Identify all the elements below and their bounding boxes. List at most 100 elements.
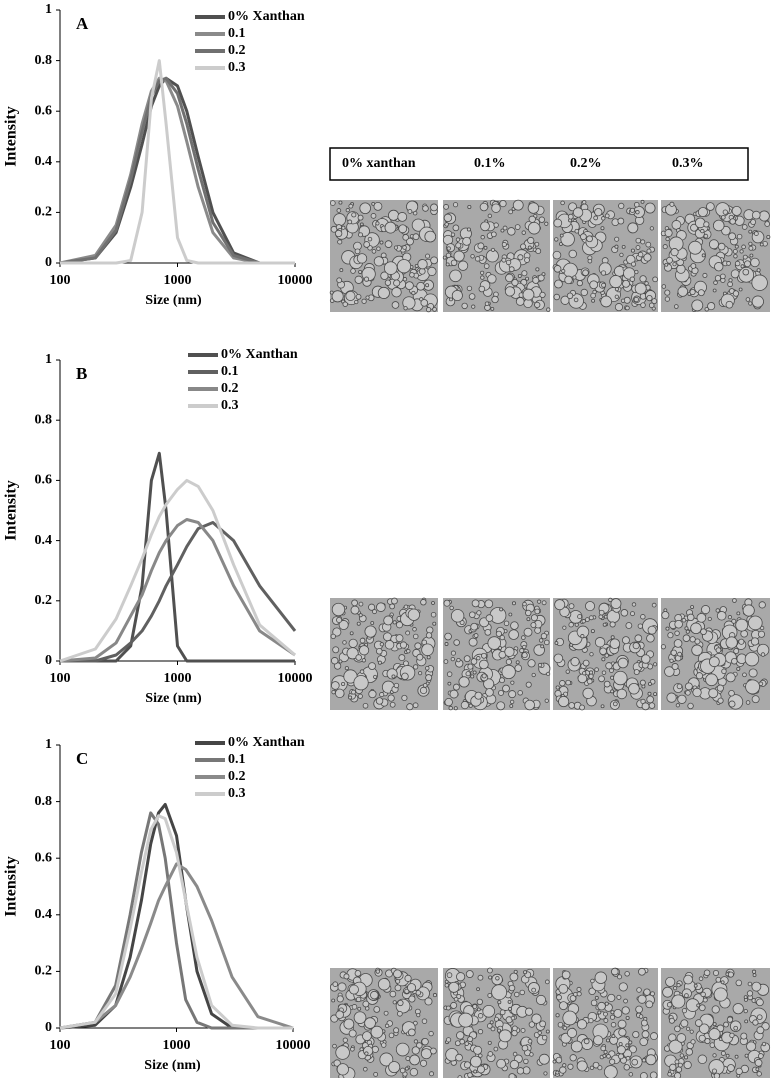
droplet <box>458 1012 474 1028</box>
droplet <box>708 239 719 250</box>
droplet <box>409 1068 419 1077</box>
droplet <box>631 602 637 607</box>
droplet <box>521 1044 529 1052</box>
y-tick-label: 0.4 <box>35 154 53 169</box>
droplet <box>356 621 361 626</box>
droplet <box>483 245 488 250</box>
droplet <box>481 652 487 659</box>
droplet <box>335 1010 344 1019</box>
droplet <box>329 290 334 295</box>
droplet <box>700 228 705 234</box>
droplet <box>393 279 401 287</box>
droplet <box>444 697 453 707</box>
droplet <box>489 1020 494 1025</box>
droplet <box>609 638 621 649</box>
droplet <box>364 1017 376 1029</box>
droplet <box>712 969 720 977</box>
droplet <box>519 648 525 654</box>
droplet <box>476 987 480 992</box>
x-tick-label: 10000 <box>276 1038 311 1053</box>
droplet <box>508 1073 516 1078</box>
droplet <box>493 222 499 228</box>
droplet <box>498 1029 512 1043</box>
droplet <box>495 976 500 981</box>
droplet <box>582 200 587 205</box>
droplet <box>539 1020 547 1028</box>
droplet <box>748 245 754 251</box>
droplet <box>402 234 409 241</box>
droplet <box>628 1040 633 1045</box>
droplet <box>516 1067 525 1075</box>
droplet <box>620 298 626 303</box>
droplet <box>399 641 408 649</box>
droplet <box>354 275 363 284</box>
droplet <box>337 982 347 992</box>
droplet <box>375 647 383 655</box>
droplet <box>676 683 683 690</box>
droplet <box>490 231 497 238</box>
droplet <box>338 659 343 664</box>
series-line <box>59 802 293 1030</box>
droplet <box>695 672 704 680</box>
droplet <box>343 1018 355 1030</box>
droplet <box>694 1019 703 1027</box>
x-tick-label: 10000 <box>278 273 313 288</box>
droplet <box>613 1008 623 1018</box>
droplet <box>750 637 760 646</box>
droplet <box>561 268 566 274</box>
x-tick-label: 1000 <box>163 1038 191 1053</box>
droplet <box>379 1052 394 1067</box>
droplet <box>330 200 336 206</box>
droplet <box>639 275 647 283</box>
droplet <box>747 981 753 987</box>
droplet <box>377 978 391 991</box>
droplet <box>537 1030 542 1035</box>
droplet <box>491 984 508 1001</box>
droplet <box>332 1043 337 1049</box>
droplet <box>734 260 741 267</box>
droplet <box>507 999 512 1004</box>
droplet <box>597 1065 603 1071</box>
droplet <box>453 706 458 711</box>
droplet <box>690 622 702 635</box>
droplet <box>446 972 453 978</box>
droplet <box>751 695 760 704</box>
droplet <box>517 690 523 696</box>
droplet <box>487 993 493 998</box>
droplet <box>603 1050 608 1055</box>
droplet <box>556 994 562 1001</box>
droplet <box>458 676 470 688</box>
droplet <box>685 629 690 634</box>
droplet <box>616 994 622 1000</box>
droplet <box>424 997 433 1006</box>
droplet <box>723 1021 729 1028</box>
droplet <box>722 209 728 215</box>
droplet <box>661 611 670 620</box>
droplet <box>461 302 468 310</box>
droplet <box>697 289 705 297</box>
droplet <box>525 276 529 281</box>
droplet <box>411 290 416 296</box>
micrograph <box>661 968 771 1078</box>
x-tick-label: 10000 <box>278 671 313 686</box>
droplet <box>333 1059 341 1067</box>
droplet <box>447 681 452 686</box>
droplet <box>411 1046 420 1055</box>
droplet <box>748 241 753 246</box>
droplet <box>376 602 386 612</box>
droplet <box>590 978 595 984</box>
droplet <box>760 652 766 657</box>
droplet <box>744 651 760 667</box>
droplet <box>534 241 540 247</box>
droplet <box>662 244 668 250</box>
droplet <box>538 216 546 223</box>
droplet <box>495 630 502 637</box>
droplet <box>460 700 470 710</box>
droplet <box>684 993 689 998</box>
droplet <box>432 307 437 312</box>
droplet <box>491 295 499 304</box>
droplet <box>462 236 472 246</box>
droplet <box>470 254 475 259</box>
droplet <box>466 285 473 292</box>
